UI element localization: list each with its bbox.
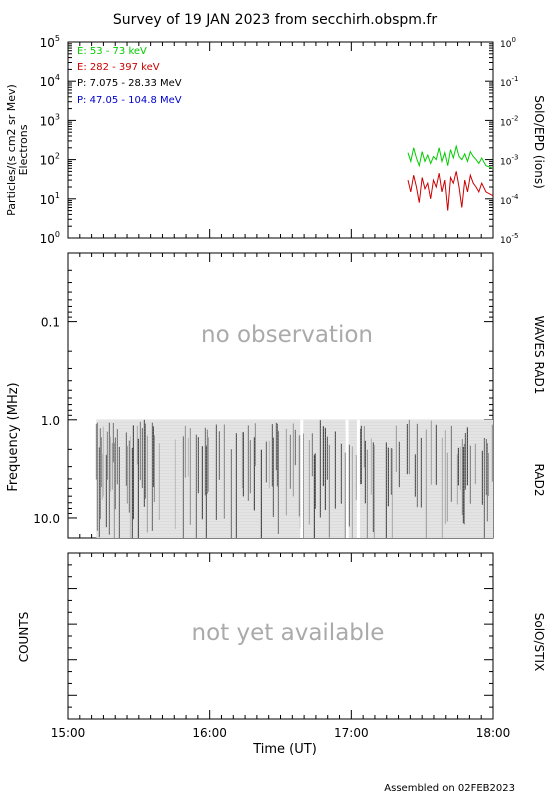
legend-entry-e-53-73: E: 53 - 73 keV	[77, 46, 147, 57]
ytick-label-right: 10-3	[500, 154, 518, 168]
stix-label-right: SolO/STIX	[532, 613, 546, 672]
series-line-0	[407, 144, 494, 169]
xtick-label: 18:00	[476, 726, 511, 740]
series-line-1	[407, 171, 494, 211]
ytick-label-left: 101	[40, 191, 60, 207]
particles-legend: E: 53 - 73 keV E: 282 - 397 keV P: 7.075…	[77, 46, 182, 106]
spectrogram-gap	[300, 419, 304, 538]
axis-ticks	[67, 41, 494, 719]
xtick-label: 17:00	[334, 726, 369, 740]
chart-title: Survey of 19 JAN 2023 from secchirh.obsp…	[113, 12, 437, 28]
ytick-label-left: 102	[40, 152, 60, 168]
radio-annotation: no observation	[201, 322, 373, 348]
spectrogram-gap	[345, 419, 349, 538]
radio-label-rad2: RAD2	[532, 464, 546, 497]
spectrogram-background	[96, 419, 493, 538]
particles-ylabel: Particles/(s cm2 sr Mev)	[5, 84, 18, 216]
legend-entry-p-47-104: P: 47.05 - 104.8 MeV	[77, 95, 182, 106]
ytick-label-left: 103	[40, 112, 60, 128]
legend-entry-p-7-28: P: 7.075 - 28.33 MeV	[77, 78, 182, 89]
ytick-label-right: 10-2	[500, 114, 518, 128]
particles-ylabel-electrons: Electrons	[17, 124, 30, 175]
ytick-label-right: 10-1	[500, 75, 518, 89]
xtick-label: 15:00	[51, 726, 86, 740]
stix-ylabel: COUNTS	[17, 612, 31, 663]
radio-ytick-label: 0.1	[41, 316, 60, 330]
xaxis-label: Time (UT)	[252, 742, 317, 757]
ytick-label-left: 100	[40, 230, 60, 246]
ytick-label-right: 10-4	[500, 193, 519, 207]
footer-assembled: Assembled on 02FEB2023	[384, 783, 515, 794]
xtick-label: 16:00	[192, 726, 227, 740]
radio-label-rad1: WAVES RAD1	[532, 316, 546, 395]
radio-ytick-label: 1.0	[41, 414, 60, 428]
radio-ytick-label: 10.0	[33, 512, 60, 526]
legend-entry-e-282-397: E: 282 - 397 keV	[77, 62, 160, 73]
stix-annotation: not yet available	[192, 620, 385, 646]
ytick-label-left: 104	[40, 73, 60, 89]
particle-series	[407, 144, 494, 211]
ytick-label-right: 100	[500, 36, 516, 50]
spectrogram-gap	[356, 419, 360, 538]
radio-ylabel: Frequency (MHz)	[6, 382, 21, 491]
particles-ylabel-right: SolO/EPD (ions)	[532, 95, 546, 189]
ytick-label-right: 10-5	[500, 232, 518, 246]
radio-spectrogram	[95, 419, 493, 538]
ytick-label-left: 105	[40, 34, 60, 50]
